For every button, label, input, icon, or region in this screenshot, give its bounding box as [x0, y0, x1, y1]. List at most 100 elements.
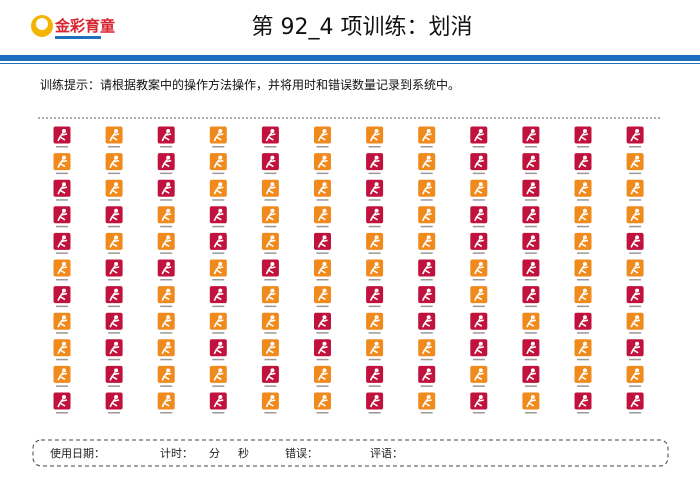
icon-figure-body: [474, 292, 484, 301]
icon-figure-body: [474, 185, 484, 195]
icon-caption: [212, 199, 225, 201]
icon-figure-head: [322, 368, 327, 373]
sport-icon: [522, 232, 540, 254]
icon-figure-head: [270, 288, 275, 293]
icon-caption: [524, 225, 537, 228]
icon-caption: [524, 358, 537, 361]
icon-caption: [368, 225, 381, 228]
icon-figure-body: [578, 318, 589, 328]
icon-figure-body: [630, 212, 641, 222]
icon-figure-head: [635, 368, 640, 373]
sport-icon: [209, 286, 227, 308]
sport-icon: [105, 206, 123, 228]
sport-icon: [261, 179, 279, 201]
icon-figure-head: [270, 368, 275, 373]
sport-icon: [261, 259, 279, 281]
icon-caption: [212, 332, 225, 334]
icon-caption: [420, 332, 433, 334]
icon-figure-head: [478, 315, 483, 320]
icon-figure-body: [421, 212, 432, 222]
icon-figure-head: [374, 129, 379, 133]
icon-caption: [160, 146, 173, 148]
icon-figure-body: [474, 398, 484, 408]
icon-caption: [524, 279, 537, 281]
icon-caption: [56, 199, 68, 201]
icon-figure-body: [161, 398, 172, 408]
icon-figure-body: [630, 318, 641, 328]
icon-figure-head: [322, 288, 327, 293]
icon-figure-head: [322, 315, 327, 320]
icon-figure-head: [530, 315, 535, 320]
icon-figure-body: [317, 265, 328, 275]
icon-figure-head: [166, 341, 171, 346]
icon-caption: [108, 146, 121, 148]
icon-figure-head: [166, 208, 171, 213]
icon-figure-body: [630, 398, 641, 408]
icon-figure-body: [369, 265, 380, 275]
icon-caption: [108, 199, 121, 201]
icon-figure-head: [374, 395, 379, 399]
icon-figure-body: [57, 265, 68, 275]
sport-icon: [209, 153, 227, 175]
icon-figure-head: [114, 395, 119, 399]
icon-figure-body: [369, 345, 380, 355]
icon-figure-body: [526, 265, 537, 275]
sport-icon: [209, 259, 227, 281]
sport-icon: [522, 365, 540, 387]
icon-caption: [212, 412, 225, 414]
sport-icon: [53, 339, 71, 361]
icon-caption: [629, 305, 642, 308]
icon-figure-head: [374, 368, 379, 373]
icon-grid: [53, 126, 644, 414]
icon-caption: [108, 305, 121, 308]
sport-icon: [522, 286, 540, 308]
sport-icon: [209, 232, 227, 254]
header-rule-thin: [0, 63, 700, 64]
icon-figure-head: [635, 315, 640, 320]
icon-figure-body: [265, 132, 276, 142]
icon-caption: [56, 172, 68, 175]
logo-bar: [55, 36, 101, 39]
icon-caption: [56, 412, 68, 414]
sport-icon: [418, 153, 436, 175]
icon-figure-body: [213, 371, 224, 381]
icon-figure-head: [270, 208, 275, 213]
icon-figure-head: [62, 341, 66, 346]
icon-figure-body: [317, 185, 328, 195]
sport-icon: [366, 392, 384, 414]
icon-figure-head: [62, 129, 66, 133]
icon-figure-head: [166, 315, 171, 320]
icon-figure-head: [114, 288, 119, 293]
icon-caption: [629, 385, 642, 387]
icon-figure-head: [114, 262, 119, 266]
icon-figure-head: [218, 182, 223, 187]
icon-caption: [420, 252, 433, 254]
icon-figure-body: [526, 185, 537, 195]
icon-figure-head: [530, 368, 535, 373]
icon-figure-body: [265, 238, 276, 248]
sport-icon: [261, 286, 279, 308]
sport-icon: [105, 286, 123, 308]
icon-figure-body: [213, 185, 224, 195]
sport-icon: [574, 179, 592, 201]
icon-figure-body: [109, 132, 120, 142]
icon-figure-body: [526, 132, 537, 142]
icon-figure-body: [630, 292, 641, 301]
icon-figure-body: [109, 292, 120, 301]
sport-icon: [626, 179, 644, 201]
icon-caption: [472, 199, 485, 201]
icon-figure-head: [583, 208, 587, 213]
icon-caption: [56, 332, 68, 334]
icon-caption: [420, 172, 433, 175]
sport-icon: [574, 153, 592, 175]
icon-figure-body: [421, 318, 432, 328]
icon-figure-head: [114, 235, 119, 240]
icon-figure-head: [114, 368, 119, 373]
sport-icon: [314, 312, 331, 334]
icon-caption: [524, 332, 537, 334]
sport-icon: [470, 179, 488, 201]
icon-caption: [56, 385, 68, 387]
sport-icon: [157, 206, 175, 228]
icon-caption: [420, 358, 433, 361]
sport-icon: [470, 392, 488, 414]
